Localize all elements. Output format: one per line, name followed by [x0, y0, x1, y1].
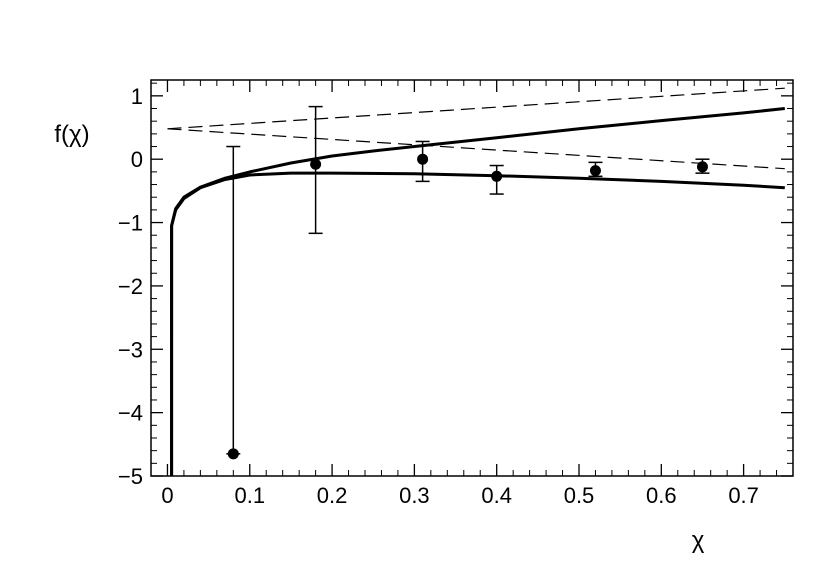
- data-point: [491, 170, 503, 182]
- y-tick-label: 1: [131, 84, 143, 109]
- x-tick-label: 0.6: [646, 483, 677, 508]
- y-tick-label: −5: [118, 464, 143, 489]
- x-tick-label: 0.5: [564, 483, 595, 508]
- y-tick-label: 0: [131, 147, 143, 172]
- points-layer: [227, 153, 708, 460]
- y-tick-label: −3: [118, 337, 143, 362]
- data-point: [417, 153, 429, 165]
- dashed-curve-3: [167, 128, 785, 170]
- x-tick-labels: 0 0.1 0.2 0.3 0.4 0.5 0.6 0.7: [161, 483, 759, 508]
- x-tick-label: 0.1: [234, 483, 265, 508]
- x-tick-label: 0.3: [399, 483, 430, 508]
- plot-frame: [150, 79, 794, 477]
- x-tick-label: 0: [161, 483, 173, 508]
- x-tick-label: 0.4: [481, 483, 512, 508]
- y-axis-label: f(χ): [54, 121, 89, 148]
- solid-curve-1: [170, 171, 785, 477]
- solid-curve-0: [170, 107, 785, 477]
- x-axis-label: χ: [692, 527, 705, 554]
- dashed-curve-2: [167, 87, 785, 130]
- curves-layer: [167, 87, 785, 477]
- x-tick-label: 0.2: [317, 483, 348, 508]
- y-tick-label: −4: [118, 401, 143, 426]
- minor-ticks: [150, 80, 794, 476]
- x-tick-label: 0.7: [728, 483, 759, 508]
- y-tick-label: −2: [118, 274, 143, 299]
- data-point: [227, 448, 239, 460]
- major-ticks: [151, 80, 793, 477]
- y-tick-labels: 1 0 −1 −2 −3 −4 −5: [118, 84, 143, 489]
- data-point: [696, 161, 708, 173]
- data-point: [589, 165, 601, 177]
- data-point: [310, 158, 322, 170]
- y-tick-label: −1: [118, 211, 143, 236]
